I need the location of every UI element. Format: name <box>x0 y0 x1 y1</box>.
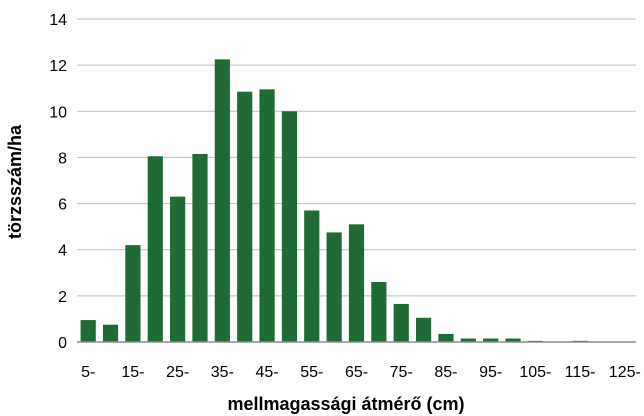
bar-80 <box>415 317 432 342</box>
bar-70 <box>371 282 387 342</box>
x-tick-label: 45- <box>255 364 278 381</box>
bar-45 <box>259 89 275 342</box>
x-tick-label: 115- <box>565 364 596 381</box>
bar-5 <box>80 320 96 342</box>
bars <box>80 59 588 343</box>
y-tick-label: 8 <box>58 150 67 167</box>
bar-90 <box>460 338 476 342</box>
x-tick-labels: 5- 15- 25- 35- 45- 55- 65- 75- 85- 95- 105- 115- 125… <box>81 364 641 381</box>
x-tick-label: 25- <box>166 364 189 381</box>
bar-40 <box>237 91 253 342</box>
x-tick-label: 125- <box>609 364 641 381</box>
x-tick-label: 55- <box>300 364 323 381</box>
y-axis-title: törzsszám/ha <box>5 124 25 239</box>
bar-85 <box>438 333 454 342</box>
x-tick-label: 85- <box>434 364 457 381</box>
bar-35 <box>214 59 230 342</box>
bar-65 <box>348 224 365 342</box>
y-tick-label: 0 <box>58 335 67 352</box>
y-tick-label: 2 <box>58 289 67 306</box>
bar-25 <box>170 196 186 342</box>
y-tick-label: 12 <box>49 58 67 75</box>
y-tick-label: 10 <box>49 104 67 121</box>
x-tick-label: 15- <box>121 364 144 381</box>
bar-50 <box>281 111 298 343</box>
x-axis-title: mellmagassági átmérő (cm) <box>227 394 464 414</box>
bar-75 <box>393 303 409 342</box>
bar-100 <box>505 338 521 342</box>
x-tick-label: 75- <box>390 364 413 381</box>
y-tick-label: 4 <box>58 243 67 260</box>
bar-55 <box>304 210 320 342</box>
bar-95 <box>483 338 499 342</box>
x-tick-label: 65- <box>345 364 368 381</box>
x-tick-label: 35- <box>211 364 234 381</box>
x-tick-label: 105- <box>519 364 551 381</box>
bar-30 <box>192 153 208 342</box>
bar-10 <box>102 324 119 342</box>
bar-20 <box>147 156 163 342</box>
x-tick-label: 95- <box>479 364 502 381</box>
bar-15 <box>125 245 141 342</box>
x-tick-label: 5- <box>81 364 95 381</box>
y-tick-label: 14 <box>49 12 67 29</box>
y-tick-labels: 0 2 4 6 8 10 12 14 <box>49 12 67 352</box>
y-tick-label: 6 <box>58 197 67 214</box>
bar-60 <box>326 232 342 342</box>
